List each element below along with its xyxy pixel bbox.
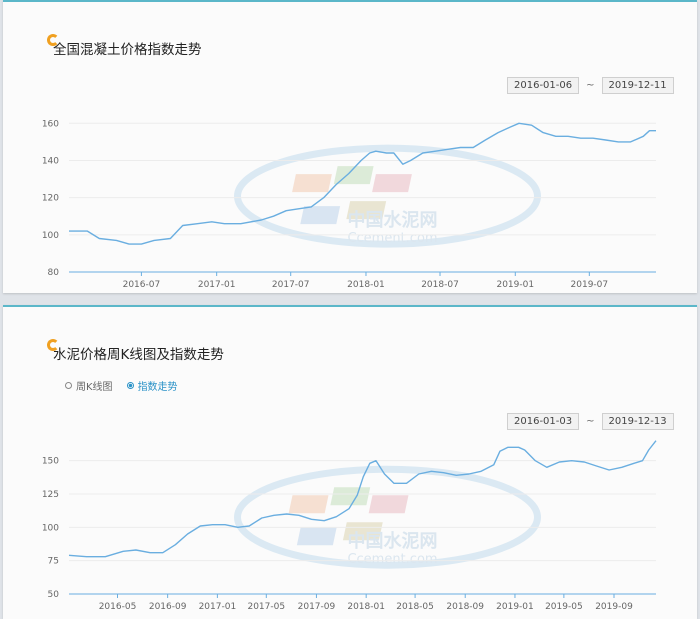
range-separator: ~ bbox=[586, 80, 595, 91]
series-line bbox=[68, 440, 657, 558]
watermark-ring bbox=[234, 465, 541, 569]
x-tick-label: 2018-05 bbox=[396, 602, 434, 612]
radio-icon bbox=[65, 382, 72, 389]
watermark-tile bbox=[342, 522, 383, 541]
watermark-tile bbox=[333, 166, 374, 185]
watermark-tile bbox=[296, 527, 337, 546]
watermark-tile bbox=[372, 174, 412, 193]
y-tick-label: 100 bbox=[42, 231, 59, 241]
watermark-tile bbox=[368, 495, 409, 514]
watermark-tile bbox=[288, 495, 329, 514]
watermark-tile bbox=[292, 174, 332, 193]
x-tick-label: 2019-01 bbox=[496, 280, 534, 290]
y-tick-label: 75 bbox=[48, 557, 59, 567]
brand-logo-icon bbox=[47, 34, 59, 46]
watermark-ring bbox=[234, 144, 541, 248]
x-tick-label: 2018-01 bbox=[347, 280, 385, 290]
x-tick-label: 2017-09 bbox=[298, 602, 336, 612]
radio-selected-icon bbox=[126, 382, 134, 389]
x-tick-label: 2016-05 bbox=[99, 602, 137, 612]
radio-index-trend[interactable]: 指数走势 bbox=[126, 378, 178, 393]
y-tick-label: 100 bbox=[42, 523, 59, 533]
y-tick-label: 160 bbox=[42, 119, 59, 129]
y-tick-label: 140 bbox=[42, 156, 59, 166]
series-line bbox=[69, 122, 656, 245]
panel-title: 全国混凝土价格指数走势 bbox=[53, 42, 202, 58]
cement-index-panel: 水泥价格周K线图及指数走势 周K线图 指数走势 2016-01-03 ~ 201… bbox=[3, 305, 697, 619]
x-tick-label: 2018-07 bbox=[421, 280, 459, 290]
x-tick-label: 2017-05 bbox=[247, 602, 285, 612]
x-tick-label: 2017-01 bbox=[199, 602, 237, 612]
x-tick-label: 2016-07 bbox=[123, 280, 161, 290]
end-date-field[interactable]: 2019-12-11 bbox=[601, 77, 674, 94]
range-separator: ~ bbox=[586, 416, 595, 427]
watermark-text: 中国水泥网 bbox=[348, 209, 438, 231]
x-tick-label: 2017-01 bbox=[198, 280, 236, 290]
x-tick-label: 2016-09 bbox=[149, 602, 187, 612]
x-tick-label: 2018-09 bbox=[446, 602, 484, 612]
x-tick-label: 2018-01 bbox=[347, 602, 385, 612]
watermark-tile bbox=[346, 201, 387, 220]
watermark-text-en: Ccement.com bbox=[347, 231, 437, 246]
start-date-field[interactable]: 2016-01-03 bbox=[507, 413, 580, 430]
radio-weekly-kline[interactable]: 周K线图 bbox=[65, 378, 113, 393]
x-tick-label: 2019-09 bbox=[595, 602, 633, 612]
y-tick-label: 120 bbox=[42, 194, 59, 204]
end-date-field[interactable]: 2019-12-13 bbox=[601, 413, 674, 430]
x-tick-label: 2017-07 bbox=[272, 280, 310, 290]
radio-label: 指数走势 bbox=[137, 382, 178, 393]
watermark-text-en: Ccement.com bbox=[347, 552, 437, 567]
x-tick-label: 2019-01 bbox=[496, 602, 534, 612]
x-tick-label: 2019-05 bbox=[545, 602, 583, 612]
panel-title: 水泥价格周K线图及指数走势 bbox=[53, 347, 224, 363]
y-tick-label: 150 bbox=[42, 457, 59, 467]
y-tick-label: 80 bbox=[48, 268, 60, 278]
radio-label: 周K线图 bbox=[76, 382, 113, 393]
x-tick-label: 2019-07 bbox=[571, 280, 609, 290]
y-tick-label: 50 bbox=[48, 590, 60, 600]
y-tick-label: 125 bbox=[42, 490, 59, 500]
concrete-index-panel: 全国混凝土价格指数走势 2016-01-06 ~ 2019-12-11 中国水泥… bbox=[3, 0, 697, 293]
watermark-tile bbox=[330, 487, 371, 506]
watermark-tile bbox=[300, 206, 341, 225]
start-date-field[interactable]: 2016-01-06 bbox=[507, 77, 580, 94]
date-range: 2016-01-06 ~ 2019-12-11 bbox=[507, 77, 674, 94]
watermark-text: 中国水泥网 bbox=[348, 530, 438, 552]
brand-logo-icon bbox=[47, 339, 59, 351]
view-toggle: 周K线图 指数走势 bbox=[65, 378, 192, 393]
date-range: 2016-01-03 ~ 2019-12-13 bbox=[507, 413, 674, 430]
